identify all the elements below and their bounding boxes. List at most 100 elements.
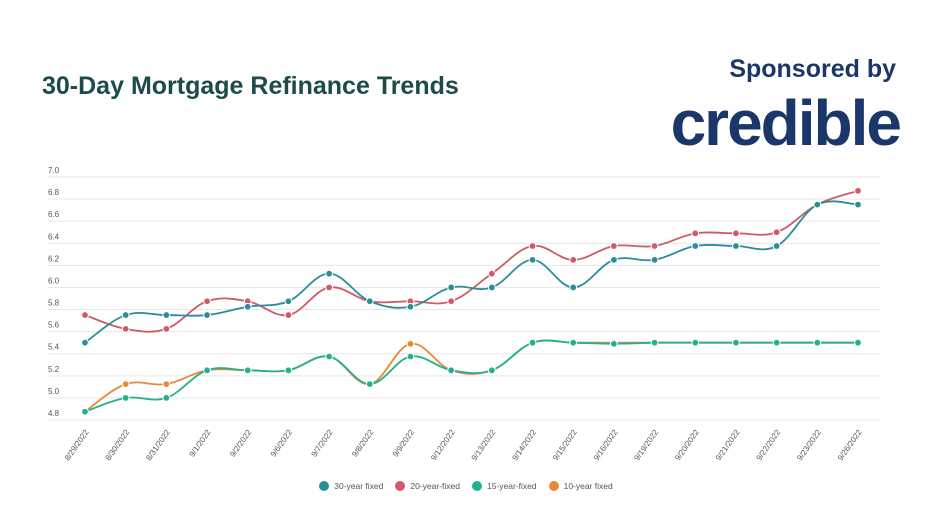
data-point xyxy=(691,338,700,347)
data-point xyxy=(813,338,822,347)
legend-item[interactable]: 30-year fixed xyxy=(319,481,383,491)
data-point xyxy=(772,228,781,237)
data-point xyxy=(772,242,781,250)
legend-label: 15-year-fixed xyxy=(487,481,537,491)
y-tick-label: 5.6 xyxy=(48,321,60,330)
data-point xyxy=(854,186,862,195)
data-point xyxy=(121,380,130,389)
y-tick-label: 6.6 xyxy=(48,210,60,219)
data-point xyxy=(650,255,659,264)
y-tick-label: 6.8 xyxy=(48,188,60,197)
x-tick-label: 9/26/2022 xyxy=(836,428,864,463)
data-point xyxy=(121,311,130,319)
data-point xyxy=(81,338,89,347)
x-tick-label: 9/15/2022 xyxy=(551,428,579,463)
y-tick-label: 6.0 xyxy=(48,276,60,285)
data-point xyxy=(487,366,496,375)
data-point xyxy=(284,366,293,375)
y-tick-label: 5.2 xyxy=(48,365,60,374)
data-point xyxy=(609,255,618,264)
y-tick-label: 7.0 xyxy=(48,166,60,175)
x-tick-label: 9/20/2022 xyxy=(673,428,701,463)
x-tick-label: 8/29/2022 xyxy=(63,428,91,463)
data-point xyxy=(121,324,130,333)
data-point xyxy=(569,338,578,347)
data-point xyxy=(732,338,740,347)
credible-logo: credible xyxy=(670,87,902,159)
y-tick-label: 5.4 xyxy=(48,343,60,352)
x-tick-label: 9/6/2022 xyxy=(269,428,295,459)
series-line xyxy=(84,200,859,344)
data-point xyxy=(406,352,415,361)
legend-item[interactable]: 20-year-fixed xyxy=(395,481,460,491)
data-point xyxy=(325,352,334,361)
data-point xyxy=(406,339,415,348)
data-point xyxy=(691,242,700,250)
data-point xyxy=(81,407,89,416)
data-point xyxy=(650,242,659,250)
x-tick-label: 8/31/2022 xyxy=(144,428,172,463)
x-tick-label: 9/1/2022 xyxy=(187,428,213,459)
data-point xyxy=(203,311,211,319)
x-tick-label: 9/12/2022 xyxy=(429,428,457,463)
data-point xyxy=(854,200,862,209)
sponsor-label: Sponsored by xyxy=(729,55,896,83)
x-tick-label: 9/16/2022 xyxy=(592,428,620,463)
y-tick-label: 5.8 xyxy=(48,299,60,308)
data-point xyxy=(447,366,456,375)
legend-swatch xyxy=(395,481,406,491)
data-point xyxy=(609,242,618,250)
data-point xyxy=(528,255,537,264)
data-point xyxy=(772,338,781,347)
y-tick-label: 5.0 xyxy=(48,387,60,396)
data-point xyxy=(609,339,618,348)
data-point xyxy=(528,338,537,347)
data-point xyxy=(650,338,659,347)
data-point xyxy=(487,283,496,292)
data-point xyxy=(854,338,862,347)
data-point xyxy=(528,242,537,250)
data-point xyxy=(569,283,578,292)
legend-label: 10-year fixed xyxy=(563,481,613,491)
legend-swatch xyxy=(472,481,482,491)
x-tick-label: 9/13/2022 xyxy=(470,428,498,463)
data-point xyxy=(325,283,334,292)
x-tick-label: 9/8/2022 xyxy=(350,428,376,459)
y-tick-label: 4.8 xyxy=(48,409,60,418)
x-tick-label: 9/23/2022 xyxy=(795,428,823,463)
x-tick-label: 9/9/2022 xyxy=(391,428,417,459)
data-point xyxy=(447,283,456,292)
data-point xyxy=(162,380,171,389)
x-tick-label: 9/22/2022 xyxy=(754,428,782,463)
data-point xyxy=(732,242,740,250)
data-point xyxy=(732,229,740,238)
x-tick-label: 9/21/2022 xyxy=(714,428,742,463)
legend-item[interactable]: 15-year-fixed xyxy=(472,481,537,491)
data-point xyxy=(162,394,171,402)
data-point xyxy=(406,302,415,311)
legend-item[interactable]: 10-year fixed xyxy=(548,481,613,491)
legend-swatch xyxy=(548,481,559,491)
data-point xyxy=(487,269,496,278)
data-point xyxy=(447,297,456,306)
legend-label: 20-year-fixed xyxy=(410,481,460,491)
data-point xyxy=(365,297,374,306)
data-point xyxy=(162,311,171,319)
data-point xyxy=(162,324,171,333)
legend: 30-year fixed 20-year-fixed 15-year-fixe… xyxy=(0,481,932,491)
x-tick-label: 9/19/2022 xyxy=(632,428,660,463)
data-point xyxy=(569,255,578,264)
legend-swatch xyxy=(319,481,330,491)
data-point xyxy=(365,380,374,389)
y-tick-label: 6.4 xyxy=(48,232,60,241)
x-tick-label: 8/30/2022 xyxy=(104,428,132,463)
x-tick-label: 9/2/2022 xyxy=(228,428,254,459)
data-point xyxy=(813,200,822,209)
data-point xyxy=(121,394,130,402)
page-title: 30-Day Mortgage Refinance Trends xyxy=(42,72,459,100)
y-tick-label: 6.2 xyxy=(48,254,60,263)
data-point xyxy=(243,366,252,375)
series-line xyxy=(84,189,859,333)
x-tick-label: 9/14/2022 xyxy=(510,428,538,463)
